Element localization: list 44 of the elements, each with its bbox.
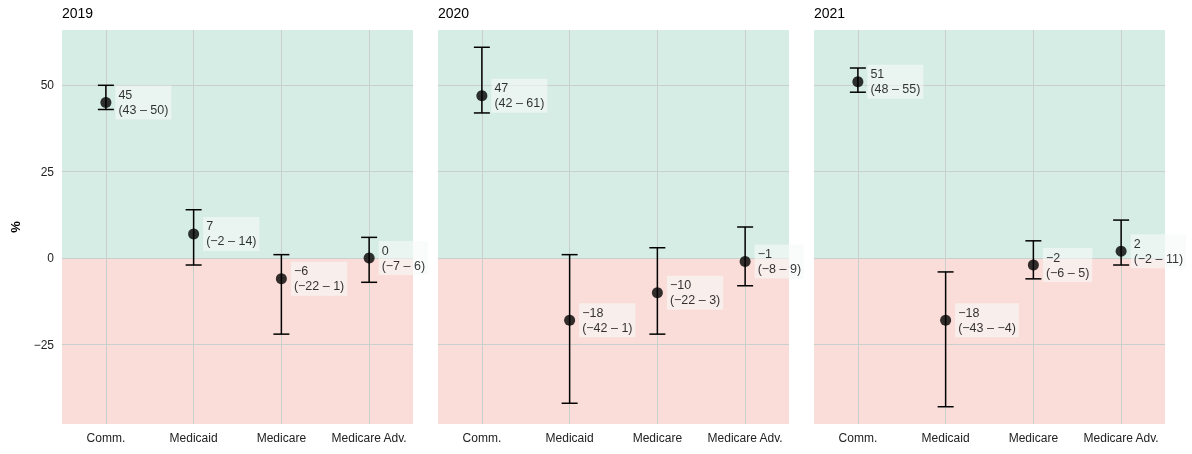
x-tick-label: Medicare Adv.	[331, 431, 407, 445]
x-tick-label: Medicare	[1008, 431, 1059, 445]
x-tick-label: Medicaid	[921, 431, 970, 445]
point	[1115, 245, 1127, 257]
data-label: 0 (−7 – 6)	[381, 243, 426, 273]
y-tick-label: 0	[47, 251, 55, 266]
x-tick-label: Medicare	[256, 431, 307, 445]
data-label: −18 (−42 – 1)	[582, 305, 633, 335]
x-tick-label: Medicare Adv.	[707, 431, 783, 445]
data-label: 45 (43 – 50)	[118, 88, 169, 118]
x-tick-label: Medicare Adv.	[1083, 431, 1159, 445]
chart-title: 2021	[814, 5, 846, 21]
y-tick-label: 50	[40, 78, 55, 93]
x-tick-label: Comm.	[86, 431, 126, 445]
y-tick-label: −25	[33, 337, 55, 352]
data-label: 2 (−2 – 11)	[1133, 236, 1184, 266]
x-tick-label: Comm.	[462, 431, 502, 445]
data-label: −10 (−22 – 3)	[669, 278, 721, 308]
y-axis-title: %	[8, 220, 23, 233]
data-label: −6 (−22 – 1)	[293, 264, 345, 294]
x-tick-label: Medicare	[632, 431, 683, 445]
data-label: −1 (−8 – 9)	[757, 247, 802, 277]
point	[476, 90, 488, 102]
point	[852, 76, 864, 88]
chart-title: 2019	[62, 5, 94, 21]
data-label: −18 (−43 – −4)	[958, 305, 1016, 335]
x-tick-label: Medicaid	[169, 431, 218, 445]
point	[940, 314, 952, 326]
point	[739, 256, 751, 268]
chart-title: 2020	[438, 5, 470, 21]
point	[100, 97, 112, 109]
data-label: −2 (−6 – 5)	[1045, 250, 1090, 280]
y-tick-label: 25	[40, 164, 55, 179]
point	[1027, 259, 1039, 271]
data-label: 51 (48 – 55)	[870, 67, 921, 97]
data-label: 47 (42 – 61)	[494, 81, 545, 111]
data-label: 7 (−2 – 14)	[206, 219, 257, 249]
point	[363, 252, 375, 264]
point	[275, 273, 287, 285]
x-tick-label: Comm.	[838, 431, 878, 445]
point	[188, 228, 200, 240]
x-tick-label: Medicaid	[545, 431, 594, 445]
point	[564, 314, 576, 326]
point	[651, 287, 663, 299]
